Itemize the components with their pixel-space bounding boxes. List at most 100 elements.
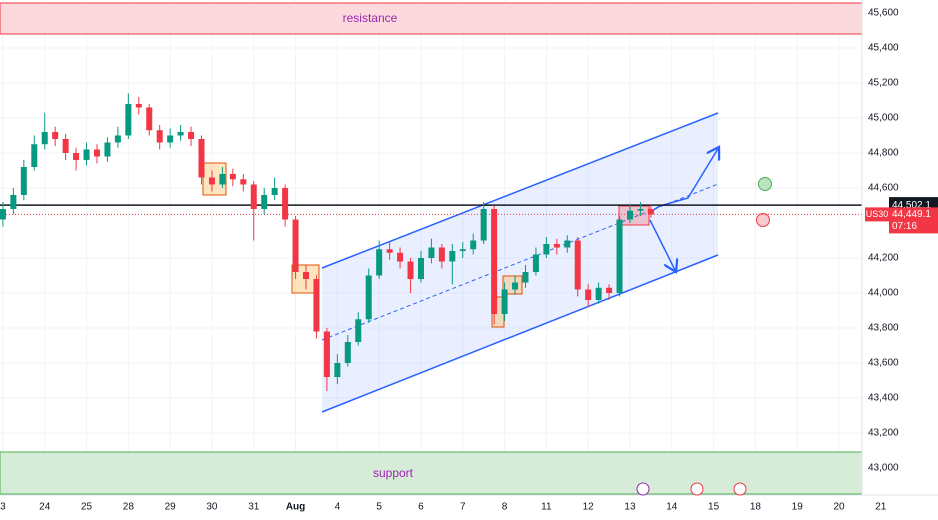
countdown-label: 07:16 xyxy=(892,221,917,232)
channel-mid xyxy=(321,183,719,341)
x-tick-label: 15 xyxy=(708,502,720,513)
candle-body xyxy=(177,131,184,136)
x-tick-label: 5 xyxy=(376,502,382,513)
resistance-zone xyxy=(0,2,863,35)
candle-body xyxy=(491,208,498,315)
current-price-label: 44,449.1 xyxy=(892,209,931,220)
x-tick-label: 12 xyxy=(583,502,595,513)
x-tick-label: 25 xyxy=(81,502,93,513)
event-icon xyxy=(636,482,650,496)
y-tick-label: 45,400 xyxy=(868,43,899,54)
candle-body xyxy=(606,287,613,294)
event-icon xyxy=(733,482,747,496)
x-tick-label: 30 xyxy=(206,502,218,513)
x-tick-label: 19 xyxy=(792,502,804,513)
candle-body xyxy=(438,247,445,262)
y-tick-label: 45,600 xyxy=(868,8,899,19)
channel-upper xyxy=(321,112,719,269)
arrow-up xyxy=(649,147,719,213)
candle-body xyxy=(376,249,383,276)
candle-body xyxy=(595,287,602,301)
bear-circle xyxy=(756,213,770,227)
candle-body xyxy=(512,282,519,290)
candle-body xyxy=(334,363,341,378)
candle-body xyxy=(323,331,330,378)
x-tick-label: 31 xyxy=(248,502,260,513)
candle-body xyxy=(626,210,633,220)
x-tick-label: 13 xyxy=(624,502,636,513)
event-icon xyxy=(690,482,704,496)
x-tick-label: Aug xyxy=(286,502,305,513)
candle-body xyxy=(135,103,142,108)
y-tick-label: 43,400 xyxy=(868,393,899,404)
y-tick-label: 44,200 xyxy=(868,253,899,264)
candle-body xyxy=(31,144,38,167)
candle-body xyxy=(553,243,560,248)
x-tick-label: 14 xyxy=(666,502,678,513)
x-tick-label: 4 xyxy=(335,502,341,513)
candle-body xyxy=(470,240,477,250)
symbol-label: US30 xyxy=(866,209,889,219)
x-tick-label: 28 xyxy=(123,502,135,513)
candle-body xyxy=(365,275,372,320)
candle-body xyxy=(146,107,153,131)
levels xyxy=(0,204,862,215)
candle-body xyxy=(303,272,310,280)
x-tick-label: 3 xyxy=(0,502,6,513)
arrow-down xyxy=(649,219,676,272)
x-tick-label: 20 xyxy=(833,502,845,513)
candle-body xyxy=(355,319,362,343)
candle-body xyxy=(282,187,289,220)
x-tick-label: 21 xyxy=(875,502,887,513)
candle-body xyxy=(564,240,571,248)
y-tick-label: 43,800 xyxy=(868,323,899,334)
x-tick-label: 18 xyxy=(750,502,762,513)
candle-body xyxy=(428,247,435,259)
candle-body xyxy=(271,187,278,195)
y-tick-label: 45,000 xyxy=(868,113,899,124)
candle-body xyxy=(386,249,393,253)
candle-body xyxy=(313,279,320,332)
y-tick-label: 44,800 xyxy=(868,148,899,159)
candle-body xyxy=(229,173,236,180)
candle-body xyxy=(20,166,27,195)
candle-body xyxy=(616,219,623,294)
y-tick-label: 43,600 xyxy=(868,358,899,369)
candle-body xyxy=(156,130,163,143)
candle-body xyxy=(501,289,508,315)
candle-body xyxy=(292,219,299,273)
candle-body xyxy=(125,103,132,136)
highlight-box xyxy=(618,205,650,226)
axes: 3 24 25 28 29 30 31 Aug 4 5 6 7 8 11 12 13 14 15 18 19 20 21 4… xyxy=(0,8,938,513)
candle-body xyxy=(397,252,404,262)
support-label: support xyxy=(373,466,414,480)
candle-body xyxy=(62,138,69,153)
last-line-label: 44,502.1 xyxy=(892,200,931,211)
y-tick-label: 43,000 xyxy=(868,463,899,474)
y-tick-label: 44,600 xyxy=(868,183,899,194)
x-tick-label: 8 xyxy=(502,502,508,513)
y-tick-label: 45,200 xyxy=(868,78,899,89)
candle-body xyxy=(407,261,414,280)
y-tick-label: 44,000 xyxy=(868,288,899,299)
candle-body xyxy=(637,208,644,211)
candle-body xyxy=(261,194,268,209)
candle-body xyxy=(480,208,487,241)
candle-body xyxy=(114,135,121,143)
candle-body xyxy=(0,208,6,220)
candle-body xyxy=(647,208,654,215)
candle-body xyxy=(10,194,17,209)
candle-body xyxy=(198,138,205,178)
candle-body xyxy=(188,131,195,139)
candle-body xyxy=(250,184,257,209)
candle-body xyxy=(240,179,247,185)
candle-body xyxy=(83,149,90,160)
candle-body xyxy=(52,131,59,139)
x-tick-label: 11 xyxy=(541,502,552,513)
y-tick-label: 43,200 xyxy=(868,428,899,439)
x-tick-label: 24 xyxy=(39,502,51,513)
candle-body xyxy=(344,342,351,364)
candle-body xyxy=(219,173,226,185)
channel-lower xyxy=(321,254,719,413)
